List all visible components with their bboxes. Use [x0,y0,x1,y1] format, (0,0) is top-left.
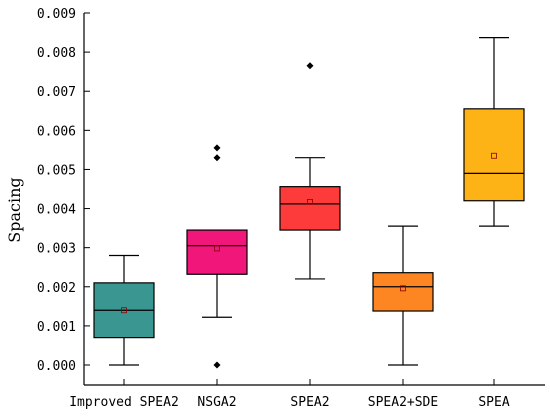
x-ticks: Improved SPEA2 NSGA2 SPEA2 SPEA2+SDE SPEA [69,379,510,410]
y-tick-label: 0.008 [37,46,76,61]
mean-marker [214,245,220,252]
box-4 [372,225,434,366]
box-iqr [463,108,525,202]
mean-marker [121,307,127,314]
box-iqr [372,272,434,312]
y-tick-label: 0.005 [37,163,76,178]
x-tick-label: SPEA2 [290,395,329,410]
x-tick-label: Improved SPEA2 [69,395,179,410]
box-iqr [279,186,341,231]
y-tick-label: 0.007 [37,85,76,100]
y-tick-label: 0.009 [37,7,76,22]
outlier-point [213,144,221,152]
y-axis-title: Spacing [5,177,24,242]
box-group [93,37,525,369]
y-tick-label: 0.000 [37,359,76,374]
box-2 [186,144,248,369]
y-tick-label: 0.002 [37,281,76,296]
box-5 [463,37,525,227]
y-ticks: 0.000 0.001 0.002 0.003 0.004 0.005 0.006 0.007… [37,7,90,374]
box-iqr [186,229,248,275]
axes [83,13,545,386]
y-tick-label: 0.003 [37,242,76,257]
outlier-point [213,361,221,369]
x-tick-label: SPEA [478,395,509,410]
mean-marker [307,199,313,205]
mean-marker [491,152,497,159]
box-1 [93,254,155,366]
y-tick-label: 0.001 [37,320,76,335]
outlier-point [213,154,221,162]
x-tick-label: NSGA2 [197,395,236,410]
y-tick-label: 0.004 [37,203,76,218]
mean-marker [400,285,406,292]
y-tick-label: 0.006 [37,124,76,139]
outlier-point [306,62,314,70]
box-3 [279,62,341,280]
x-tick-label: SPEA2+SDE [368,395,438,410]
